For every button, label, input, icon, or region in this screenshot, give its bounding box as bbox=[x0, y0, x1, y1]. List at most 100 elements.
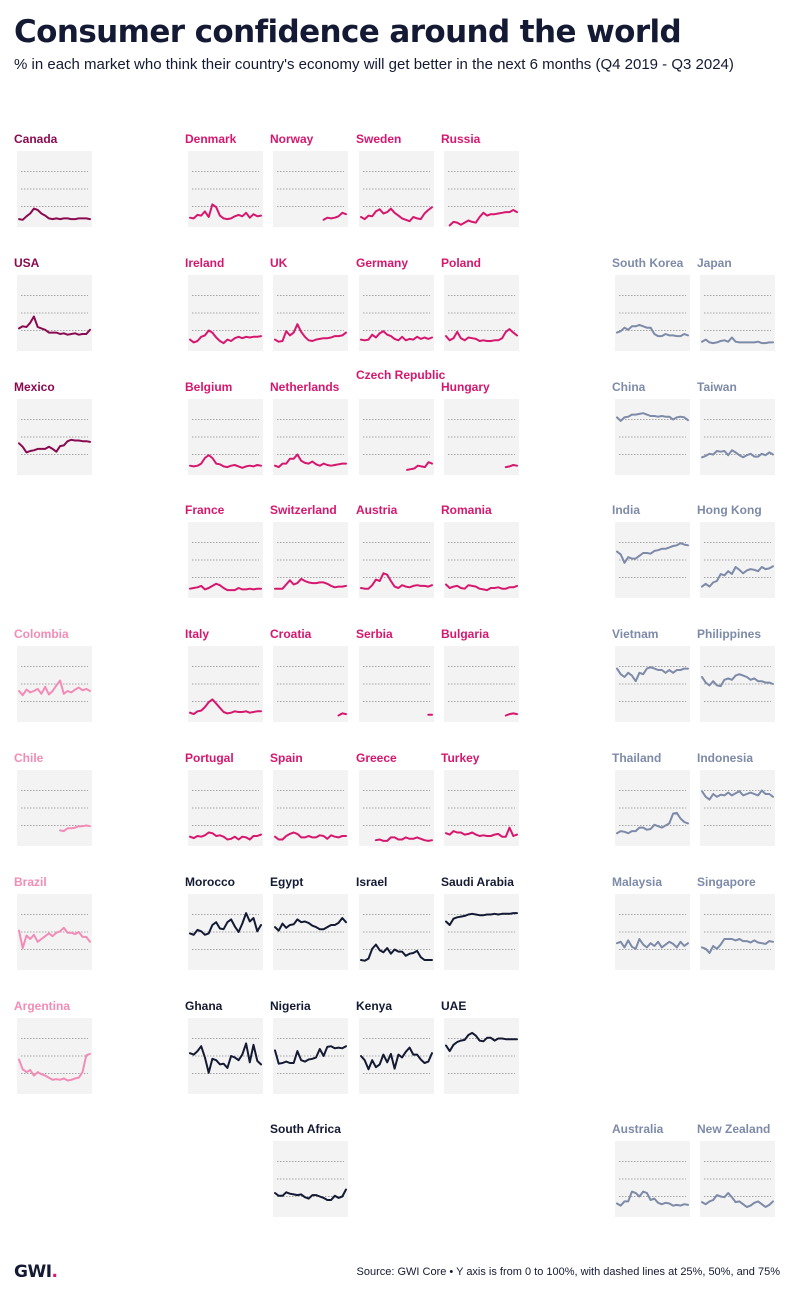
panel-chart bbox=[444, 522, 519, 598]
panel-chart bbox=[444, 646, 519, 722]
panel-chart bbox=[273, 770, 348, 846]
panel-spain: Spain bbox=[270, 752, 360, 872]
series-line-india bbox=[616, 542, 689, 564]
panel-label: Taiwan bbox=[697, 380, 737, 394]
series-line-italy bbox=[189, 698, 262, 716]
panel-chart bbox=[273, 646, 348, 722]
panel-label: Malaysia bbox=[612, 875, 663, 889]
panel-chart bbox=[359, 399, 434, 475]
series-line-morocco bbox=[189, 912, 262, 936]
panel-serbia: Serbia bbox=[356, 628, 446, 748]
panel-chile: Chile bbox=[14, 752, 104, 872]
panel-label: South Africa bbox=[270, 1122, 341, 1136]
panel-label: Bulgaria bbox=[441, 627, 490, 641]
series-line-new-zealand bbox=[701, 1192, 774, 1208]
panel-chart bbox=[444, 275, 519, 351]
series-line-belgium bbox=[189, 454, 262, 469]
panel-label: Israel bbox=[356, 875, 388, 889]
series-line-nigeria bbox=[274, 1045, 347, 1065]
panel-chart bbox=[615, 770, 690, 846]
series-line-spain bbox=[274, 831, 347, 841]
panel-label: France bbox=[185, 503, 225, 517]
panel-chart bbox=[615, 522, 690, 598]
series-line-czech-republic bbox=[406, 461, 433, 471]
panel-canada: Canada bbox=[14, 133, 104, 253]
series-line-canada bbox=[18, 207, 91, 221]
series-line-greece bbox=[374, 836, 433, 842]
panel-portugal: Portugal bbox=[185, 752, 275, 872]
panel-hong-kong: Hong Kong bbox=[697, 504, 787, 624]
panel-label: Croatia bbox=[270, 627, 312, 641]
series-line-usa bbox=[18, 315, 91, 336]
panel-austria: Austria bbox=[356, 504, 446, 624]
panel-norway: Norway bbox=[270, 133, 360, 253]
series-line-austria bbox=[360, 572, 433, 590]
panel-india: India bbox=[612, 504, 702, 624]
panel-israel: Israel bbox=[356, 876, 446, 996]
panel-chart bbox=[700, 522, 775, 598]
series-line-egypt bbox=[274, 917, 347, 932]
panel-chart bbox=[700, 1141, 775, 1217]
panel-label: Saudi Arabia bbox=[441, 875, 514, 889]
panel-chart bbox=[700, 275, 775, 351]
chart-subtitle: % in each market who think their country… bbox=[14, 56, 734, 73]
panel-label: Chile bbox=[14, 751, 44, 765]
series-line-singapore bbox=[701, 938, 774, 954]
logo-text: GWI bbox=[14, 1262, 52, 1282]
source-note: Source: GWI Core • Y axis is from 0 to 1… bbox=[356, 1266, 781, 1278]
panel-belgium: Belgium bbox=[185, 381, 275, 501]
series-line-philippines bbox=[701, 673, 774, 688]
panel-label: Mexico bbox=[14, 380, 55, 394]
panel-brazil: Brazil bbox=[14, 876, 104, 996]
panel-label: Colombia bbox=[14, 627, 69, 641]
panel-label: South Korea bbox=[612, 256, 684, 270]
panel-malaysia: Malaysia bbox=[612, 876, 702, 996]
panel-label: Norway bbox=[270, 132, 314, 146]
panel-label: Philippines bbox=[697, 627, 762, 641]
series-line-denmark bbox=[189, 203, 262, 221]
panel-label: Switzerland bbox=[270, 503, 337, 517]
panel-chart bbox=[444, 1018, 519, 1094]
panel-chart bbox=[700, 646, 775, 722]
panel-germany: Germany bbox=[356, 257, 446, 377]
series-line-saudi-arabia bbox=[445, 912, 518, 926]
panel-label: Ireland bbox=[185, 256, 225, 270]
panel-label: Nigeria bbox=[270, 999, 311, 1013]
panel-ghana: Ghana bbox=[185, 1000, 275, 1120]
panel-chart bbox=[188, 894, 263, 970]
panel-label: Poland bbox=[441, 256, 482, 270]
panel-label: Egypt bbox=[270, 875, 304, 889]
panel-nigeria: Nigeria bbox=[270, 1000, 360, 1120]
panel-label: Netherlands bbox=[270, 380, 340, 394]
panel-label: Czech Republic bbox=[356, 368, 446, 382]
series-line-japan bbox=[701, 336, 774, 345]
series-line-switzerland bbox=[274, 577, 347, 590]
series-line-mexico bbox=[18, 438, 91, 454]
series-line-portugal bbox=[189, 831, 262, 841]
panel-chart bbox=[188, 1018, 263, 1094]
panel-label: Belgium bbox=[185, 380, 233, 394]
panel-label: Singapore bbox=[697, 875, 756, 889]
logo-dot: . bbox=[51, 1262, 58, 1282]
panel-chart bbox=[188, 522, 263, 598]
series-line-croatia bbox=[337, 712, 347, 717]
series-line-ghana bbox=[189, 1042, 262, 1074]
panel-thailand: Thailand bbox=[612, 752, 702, 872]
panel-label: Portugal bbox=[185, 751, 234, 765]
panel-philippines: Philippines bbox=[697, 628, 787, 748]
series-line-bulgaria bbox=[504, 712, 518, 717]
panel-italy: Italy bbox=[185, 628, 275, 748]
panel-ireland: Ireland bbox=[185, 257, 275, 377]
series-line-thailand bbox=[616, 811, 689, 835]
panel-chart bbox=[273, 894, 348, 970]
panel-denmark: Denmark bbox=[185, 133, 275, 253]
panel-label: Japan bbox=[697, 256, 732, 270]
panel-label: New Zealand bbox=[697, 1122, 771, 1136]
panel-czech-republic: Czech Republic bbox=[356, 369, 446, 501]
panel-chart bbox=[17, 894, 92, 970]
panel-chart bbox=[273, 1018, 348, 1094]
panel-turkey: Turkey bbox=[441, 752, 531, 872]
panel-chart bbox=[17, 770, 92, 846]
panel-indonesia: Indonesia bbox=[697, 752, 787, 872]
panel-south-korea: South Korea bbox=[612, 257, 702, 377]
